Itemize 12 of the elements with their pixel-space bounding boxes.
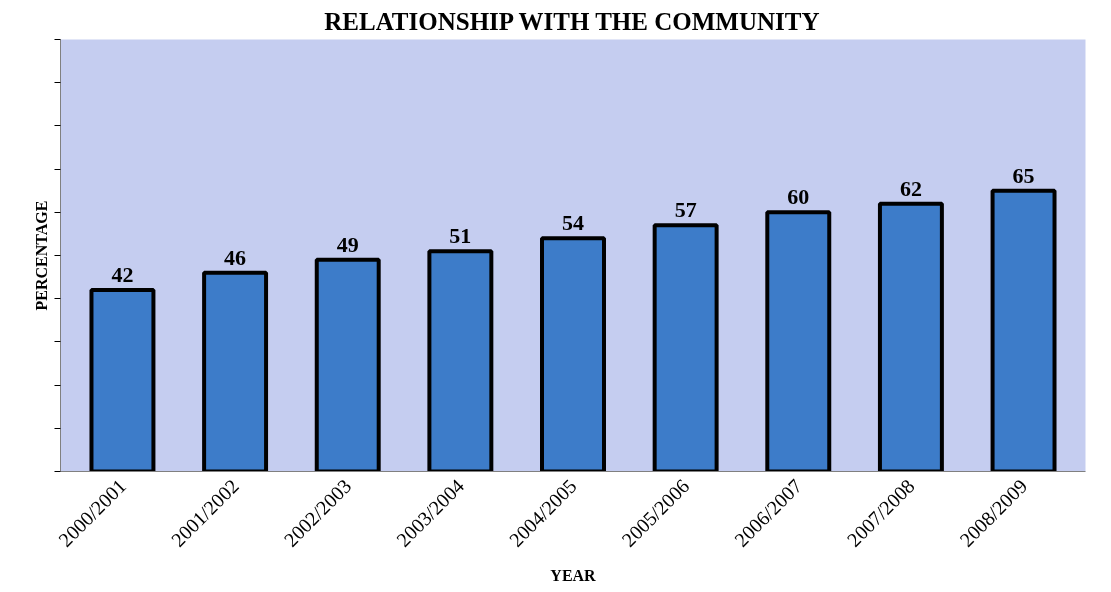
data-label: 65	[1012, 162, 1035, 188]
chart-title: RELATIONSHIP WITH THE COMMUNITY	[324, 7, 820, 35]
data-label: 57	[674, 197, 697, 223]
y-axis-title: PERCENTAGE	[32, 200, 50, 311]
x-axis-title: YEAR	[550, 566, 597, 584]
data-label: 60	[787, 184, 810, 210]
data-label: 49	[336, 231, 359, 257]
data-label: 51	[449, 223, 472, 249]
data-label: 46	[224, 244, 247, 270]
data-label: 42	[111, 262, 134, 288]
data-label: 54	[562, 210, 584, 236]
data-label: 62	[899, 175, 922, 201]
